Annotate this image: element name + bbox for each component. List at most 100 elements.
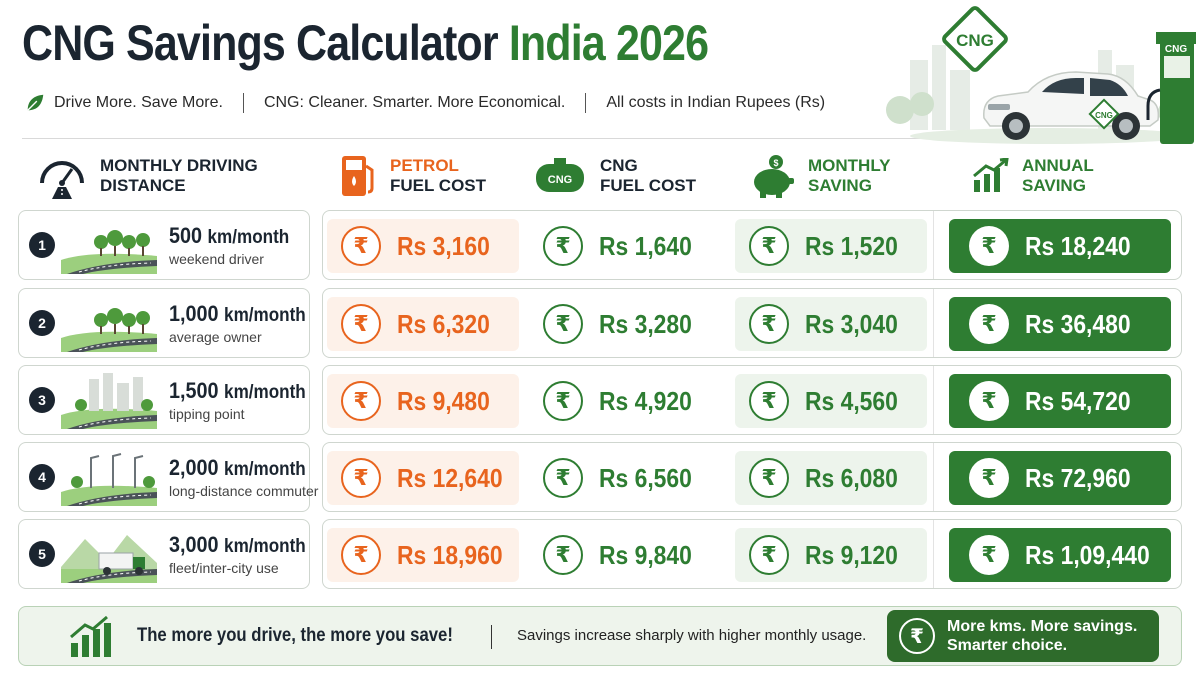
cng-cost-cell-value: Rs 4,920 bbox=[599, 385, 692, 416]
annual-saving-cell: ₹ Rs 1,09,440 bbox=[949, 528, 1171, 582]
rupee-icon: ₹ bbox=[969, 304, 1009, 344]
distance-text: 2,000 km/month long-distance commuter bbox=[169, 455, 321, 499]
annual-saving-cell-value: Rs 18,240 bbox=[1025, 230, 1131, 261]
monthly-saving-cell-value: Rs 9,120 bbox=[805, 539, 898, 570]
svg-text:CNG: CNG bbox=[548, 174, 572, 186]
hero-car-pump-illustration: CNG CNG CNG bbox=[886, 6, 1196, 144]
petrol-cost-cell: ₹ Rs 6,320 bbox=[327, 297, 519, 351]
cng-cost-cell-value: Rs 9,840 bbox=[599, 539, 692, 570]
cng-cost-cell: ₹ Rs 9,840 bbox=[529, 528, 729, 582]
monthly-saving-cell: ₹ Rs 4,560 bbox=[735, 374, 927, 428]
cng-cost-cell: ₹ Rs 6,560 bbox=[529, 451, 729, 505]
distance-unit: km/month bbox=[224, 305, 306, 326]
distance-unit: km/month bbox=[224, 536, 306, 557]
tagline-divider bbox=[242, 93, 244, 113]
column-divider bbox=[933, 366, 934, 434]
tagline-divider bbox=[585, 93, 587, 113]
footer-sub-message: Savings increase sharply with higher mon… bbox=[517, 627, 867, 644]
rupee-icon: ₹ bbox=[341, 458, 381, 498]
truck-hills-illustration bbox=[61, 525, 157, 583]
distance-text: 1,500 km/month tipping point bbox=[169, 378, 321, 422]
monthly-saving-cell-value: Rs 1,520 bbox=[805, 230, 898, 261]
rupee-icon: ₹ bbox=[543, 535, 583, 575]
petrol-cost-cell-value: Rs 3,160 bbox=[397, 230, 490, 261]
city-road-illustration bbox=[61, 371, 157, 429]
table-row: ₹ Rs 9,480 ₹ Rs 4,920 ₹ Rs 4,560 ₹ Rs 54,720 bbox=[322, 365, 1182, 435]
rupee-icon: ₹ bbox=[749, 458, 789, 498]
table-row: ₹ Rs 18,960 ₹ Rs 9,840 ₹ Rs 9,120 ₹ Rs 1,09,440 bbox=[322, 519, 1182, 589]
page-title: CNG Savings Calculator India 2026 bbox=[22, 14, 709, 72]
footer-banner: The more you drive, the more you save! S… bbox=[18, 606, 1182, 666]
distance-card: 5 3,000 km/month fleet/inter-city use bbox=[18, 519, 310, 589]
rupee-icon: ₹ bbox=[543, 381, 583, 421]
cng-cost-cell-value: Rs 6,560 bbox=[599, 462, 692, 493]
distance-card: 3 1,500 km/month tipping point bbox=[18, 365, 310, 435]
growth-chart-icon bbox=[70, 615, 111, 657]
speedometer-road-icon bbox=[40, 161, 84, 199]
trees-road-illustration bbox=[61, 294, 157, 352]
cng-badge-icon: CNG bbox=[942, 6, 1008, 72]
distance-value: 2,000 km/month bbox=[169, 455, 306, 481]
highway-lamps-illustration bbox=[61, 448, 157, 506]
footer-callout-line1: More kms. More savings. bbox=[947, 618, 1138, 635]
petrol-cost-cell: ₹ Rs 3,160 bbox=[327, 219, 519, 273]
rupee-icon: ₹ bbox=[341, 304, 381, 344]
car-icon: CNG bbox=[983, 71, 1160, 140]
monthly-saving-cell: ₹ Rs 9,120 bbox=[735, 528, 927, 582]
trees-road-illustration bbox=[61, 216, 157, 274]
row-number-badge: 2 bbox=[29, 310, 55, 336]
cng-cost-cell-value: Rs 3,280 bbox=[599, 308, 692, 339]
footer-callout-badge: ₹ More kms. More savings. Smarter choice… bbox=[887, 610, 1159, 662]
annual-saving-cell-value: Rs 36,480 bbox=[1025, 308, 1131, 339]
cng-cost-cell: ₹ Rs 1,640 bbox=[529, 219, 729, 273]
rupee-icon: ₹ bbox=[341, 226, 381, 266]
title-accent: India 2026 bbox=[508, 15, 709, 71]
distance-number: 1,500 bbox=[169, 378, 225, 403]
petrol-cost-cell-value: Rs 6,320 bbox=[397, 308, 490, 339]
driver-profile: average owner bbox=[169, 329, 262, 345]
fuel-pump-icon bbox=[342, 156, 374, 196]
footer-callout-line2: Smarter choice. bbox=[947, 637, 1068, 654]
distance-unit: km/month bbox=[207, 227, 290, 248]
tagline-bar: Drive More. Save More. CNG: Cleaner. Sma… bbox=[24, 92, 825, 114]
column-divider bbox=[933, 289, 934, 357]
column-header-distance-line1: MONTHLY DRIVING bbox=[100, 156, 258, 175]
driver-profile: weekend driver bbox=[169, 251, 264, 267]
petrol-cost-cell: ₹ Rs 9,480 bbox=[327, 374, 519, 428]
column-header-petrol-line1: PETROL bbox=[390, 156, 459, 175]
title-main: CNG Savings Calculator bbox=[22, 15, 499, 71]
rupee-icon: ₹ bbox=[969, 226, 1009, 266]
cng-cylinder-icon: CNG bbox=[536, 158, 584, 192]
distance-text: 1,000 km/month average owner bbox=[169, 301, 321, 345]
rupee-icon: ₹ bbox=[969, 458, 1009, 498]
rupee-icon: ₹ bbox=[749, 226, 789, 266]
annual-saving-cell-value: Rs 72,960 bbox=[1025, 462, 1131, 493]
distance-number: 3,000 bbox=[169, 532, 225, 557]
petrol-cost-cell-value: Rs 12,640 bbox=[397, 462, 503, 493]
table-row: ₹ Rs 6,320 ₹ Rs 3,280 ₹ Rs 3,040 ₹ Rs 36,480 bbox=[322, 288, 1182, 358]
rupee-icon: ₹ bbox=[749, 381, 789, 421]
column-header-distance-line2: DISTANCE bbox=[100, 176, 186, 195]
column-header-monthly: $ MONTHLY SAVING bbox=[748, 146, 928, 206]
monthly-saving-cell: ₹ Rs 3,040 bbox=[735, 297, 927, 351]
distance-text: 500 km/month weekend driver bbox=[169, 223, 303, 267]
petrol-cost-cell-value: Rs 18,960 bbox=[397, 539, 503, 570]
column-header-cng: CNG CNG FUEL COST bbox=[532, 146, 732, 206]
distance-number: 2,000 bbox=[169, 455, 225, 480]
leaf-icon bbox=[27, 94, 44, 111]
footer-divider bbox=[491, 625, 492, 649]
driver-profile: fleet/inter-city use bbox=[169, 560, 279, 576]
row-number-badge: 1 bbox=[29, 232, 55, 258]
annual-saving-cell: ₹ Rs 54,720 bbox=[949, 374, 1171, 428]
driver-profile: long-distance commuter bbox=[169, 483, 319, 499]
tagline-currency-note: All costs in Indian Rupees (Rs) bbox=[606, 94, 826, 111]
rupee-icon: ₹ bbox=[341, 535, 381, 575]
tagline-cleaner: CNG: Cleaner. Smarter. More Economical. bbox=[263, 94, 566, 111]
distance-unit: km/month bbox=[224, 382, 306, 403]
cng-cost-cell-value: Rs 1,640 bbox=[599, 230, 692, 261]
distance-card: 4 2,000 km/month long-distance commuter bbox=[18, 442, 318, 512]
svg-text:CNG: CNG bbox=[1165, 44, 1187, 55]
monthly-saving-cell: ₹ Rs 1,520 bbox=[735, 219, 927, 273]
monthly-saving-cell-value: Rs 6,080 bbox=[805, 462, 898, 493]
column-header-cng-line1: CNG bbox=[600, 156, 638, 175]
